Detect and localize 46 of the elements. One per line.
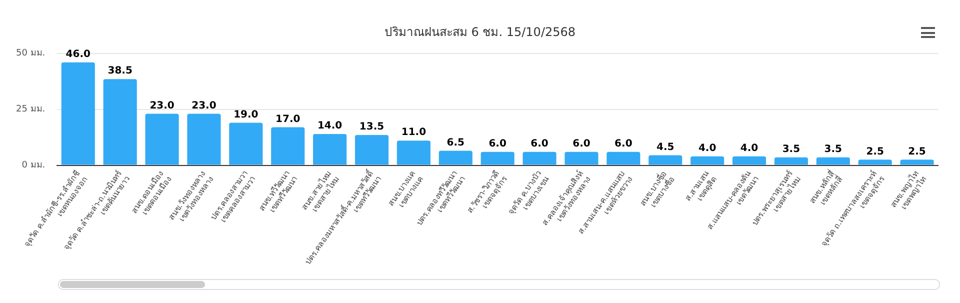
data-label: 6.5 — [446, 137, 465, 148]
y-tick-label: 0 มม. — [22, 160, 46, 171]
data-label: 4.0 — [740, 142, 758, 154]
data-label: 6.0 — [488, 138, 506, 150]
bar — [396, 140, 430, 165]
bar — [816, 157, 850, 165]
data-label: 23.0 — [192, 100, 216, 112]
data-label: 4.5 — [656, 142, 674, 153]
bar — [103, 79, 137, 165]
data-label: 3.5 — [782, 144, 800, 156]
bar — [61, 62, 95, 165]
data-label: 11.0 — [401, 127, 426, 138]
data-label: 17.0 — [276, 114, 300, 125]
bar — [313, 134, 347, 165]
data-label: 4.0 — [698, 142, 716, 154]
bar — [732, 156, 766, 165]
data-label: 23.0 — [150, 100, 174, 112]
data-label: 6.0 — [572, 138, 590, 150]
bar — [271, 127, 305, 165]
bar — [438, 150, 472, 165]
data-label: 38.5 — [108, 66, 132, 77]
data-label: 19.0 — [234, 109, 258, 120]
data-label: 14.0 — [317, 120, 342, 132]
data-label: 6.0 — [530, 138, 548, 150]
bar — [606, 152, 640, 165]
bar — [774, 157, 808, 165]
data-label: 13.5 — [359, 122, 384, 133]
bar — [858, 160, 892, 165]
y-tick-label: 25 มม. — [16, 104, 46, 115]
bar — [480, 152, 514, 165]
bar — [229, 122, 263, 165]
bar — [648, 155, 682, 165]
bar — [522, 152, 556, 165]
bar — [564, 152, 598, 165]
bar — [900, 160, 934, 165]
data-label: 46.0 — [66, 48, 91, 60]
bar — [145, 114, 179, 165]
data-label: 2.5 — [866, 146, 884, 158]
data-label: 2.5 — [908, 146, 926, 158]
bar — [690, 156, 724, 165]
y-tick-label: 50 มม. — [16, 48, 46, 59]
chart-title: ปริมาณฝนสะสม 6 ชม. 15/10/2568 — [383, 24, 577, 41]
bar — [354, 135, 389, 165]
data-label: 3.5 — [824, 144, 842, 156]
data-label: 6.0 — [614, 138, 632, 150]
bar — [187, 114, 221, 165]
